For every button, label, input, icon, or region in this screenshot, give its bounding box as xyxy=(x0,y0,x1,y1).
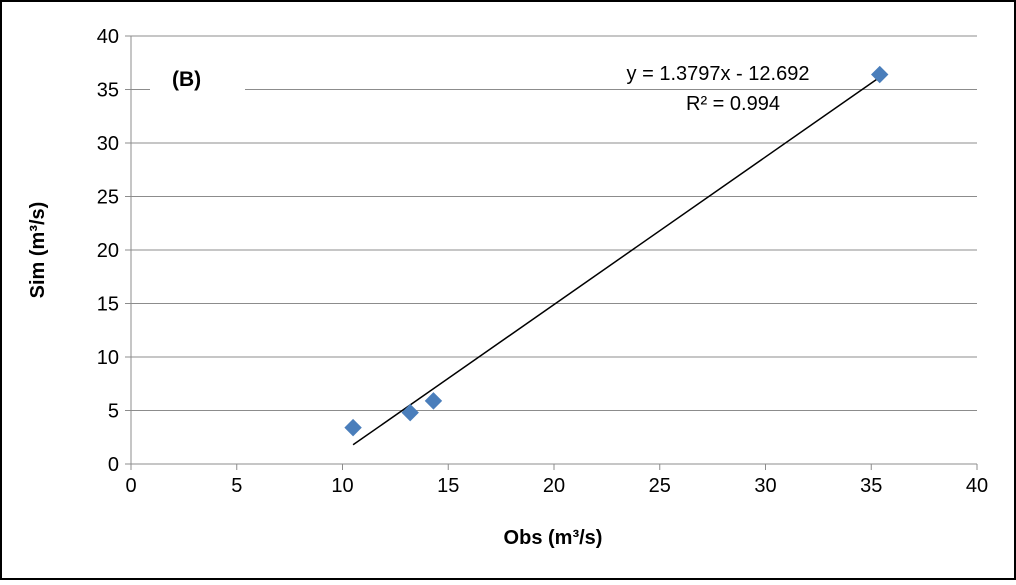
x-tick-label-30: 30 xyxy=(754,475,776,497)
tick-labels: 0 5 10 15 20 25 30 35 40 0 5 10 15 20 25 30 35 40 xyxy=(97,26,988,497)
trendline-equation: y = 1.3797x - 12.692 xyxy=(627,63,810,85)
x-tick-label-35: 35 xyxy=(860,475,882,497)
data-point-2 xyxy=(401,403,419,422)
x-tick-label-15: 15 xyxy=(437,475,459,497)
chart-text: (B) y = 1.3797x - 12.692 R² = 0.994 Obs … xyxy=(27,60,809,549)
grid-lines xyxy=(131,35,977,411)
x-tick-label-40: 40 xyxy=(966,475,988,497)
y-tick-label-15: 15 xyxy=(97,294,119,316)
x-tick-label-0: 0 xyxy=(125,475,136,497)
x-axis-label: Obs (m³/s) xyxy=(504,527,603,549)
data-point-4 xyxy=(871,65,889,84)
y-tick-label-0: 0 xyxy=(108,454,119,476)
y-tick-label-20: 20 xyxy=(97,240,119,262)
y-axis-label: Sim (m³/s) xyxy=(27,202,49,299)
y-tick-label-40: 40 xyxy=(97,26,119,48)
y-tick-label-30: 30 xyxy=(97,133,119,155)
trendline-r-squared: R² = 0.994 xyxy=(686,93,780,115)
x-tick-label-5: 5 xyxy=(231,475,242,497)
y-tick-label-5: 5 xyxy=(108,401,119,423)
y-tick-label-10: 10 xyxy=(97,347,119,369)
trendline-group xyxy=(352,76,881,446)
panel-label: (B) xyxy=(172,68,201,91)
panel-label-background xyxy=(150,60,245,100)
trendline xyxy=(352,76,881,446)
y-tick-label-25: 25 xyxy=(97,187,119,209)
y-tick-label-35: 35 xyxy=(97,80,119,102)
data-point-1 xyxy=(344,418,362,437)
data-points xyxy=(344,65,889,437)
x-tick-label-25: 25 xyxy=(649,475,671,497)
x-tick-label-20: 20 xyxy=(543,475,565,497)
x-tick-label-10: 10 xyxy=(331,475,353,497)
axes xyxy=(125,35,978,470)
data-point-3 xyxy=(424,392,443,410)
